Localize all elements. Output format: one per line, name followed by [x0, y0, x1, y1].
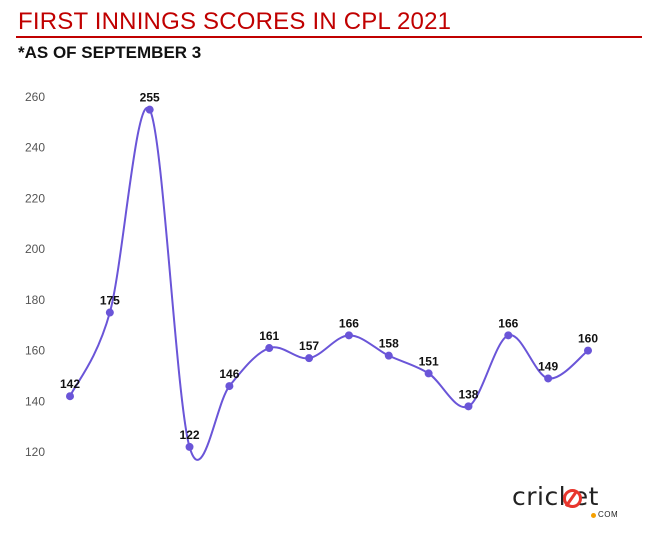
data-point: [504, 331, 513, 340]
logo-wordmark-text: cricket: [512, 482, 599, 511]
title-rule: [16, 36, 642, 38]
cricket-com-logo: cricket COM: [512, 482, 632, 522]
data-point: [225, 382, 234, 391]
data-point: [424, 369, 433, 378]
y-tick-label: 160: [25, 344, 45, 358]
data-point: [384, 351, 393, 360]
data-label: 175: [100, 294, 120, 308]
data-label: 142: [60, 377, 80, 391]
data-label: 166: [498, 316, 518, 330]
data-point: [66, 392, 74, 401]
data-label: 157: [299, 339, 319, 353]
y-tick-label: 120: [25, 445, 45, 459]
y-tick-label: 200: [25, 242, 45, 256]
data-label: 161: [259, 329, 279, 343]
data-point: [305, 354, 314, 363]
data-label: 158: [379, 337, 399, 351]
data-label: 160: [578, 332, 598, 346]
logo-suffix: COM: [598, 510, 619, 519]
data-point: [464, 402, 473, 411]
data-label: 146: [219, 367, 239, 381]
data-point: [544, 374, 553, 383]
y-tick-label: 220: [25, 191, 45, 205]
data-point: [105, 308, 114, 317]
logo-dot-icon: [591, 513, 596, 518]
y-tick-label: 180: [25, 293, 45, 307]
y-tick-label: 240: [25, 141, 45, 155]
chart-subtitle: *AS OF SEPTEMBER 3: [18, 43, 202, 62]
data-label: 151: [419, 354, 439, 368]
cricket-ball-icon: [563, 489, 582, 508]
data-point: [584, 346, 592, 355]
data-label: 122: [180, 428, 200, 442]
data-point: [265, 344, 274, 353]
data-label: 166: [339, 316, 359, 330]
data-label: 255: [140, 91, 160, 105]
data-point: [185, 442, 194, 451]
y-tick-label: 260: [25, 90, 45, 104]
logo-wordmark: cricket: [512, 482, 599, 511]
series-line: [69, 106, 589, 461]
data-point: [344, 331, 353, 340]
chart-title: FIRST INNINGS SCORES IN CPL 2021: [18, 8, 452, 35]
data-label: 138: [458, 387, 478, 401]
data-point: [145, 105, 154, 114]
y-tick-label: 140: [25, 394, 45, 408]
data-label: 149: [538, 359, 558, 373]
